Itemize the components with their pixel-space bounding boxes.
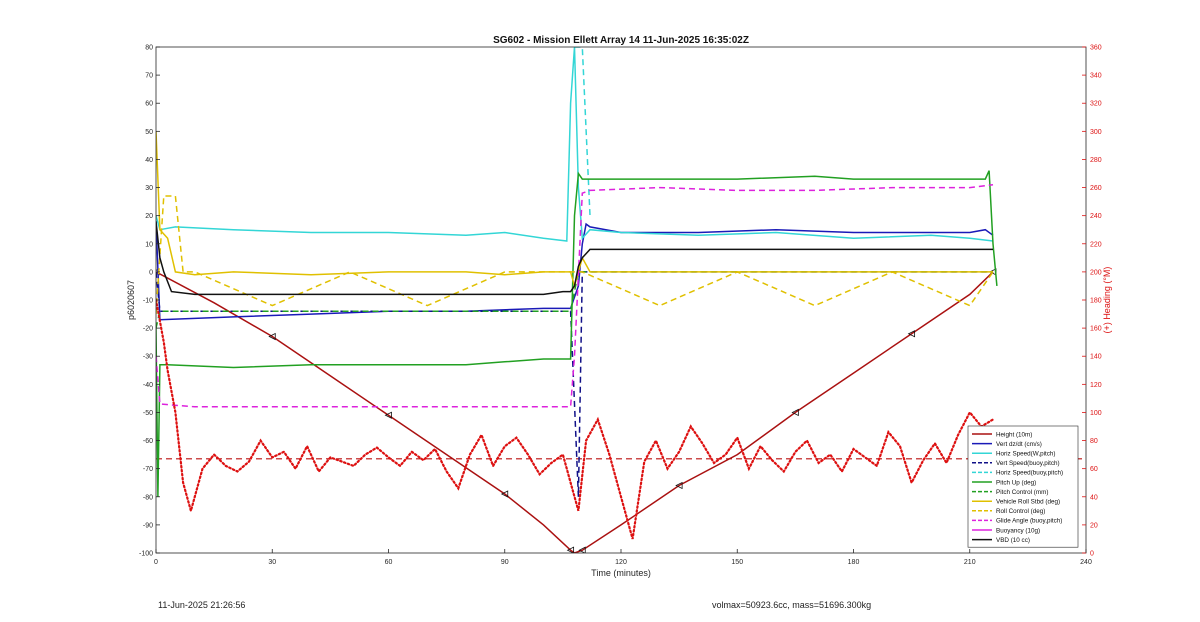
height-marker xyxy=(675,481,683,490)
y-right-tick-label: 340 xyxy=(1090,73,1102,80)
legend-entry: Horiz Speed(W,pitch) xyxy=(996,451,1056,458)
height-marker xyxy=(384,411,392,419)
series-line-3 xyxy=(156,271,993,497)
y-tick-label: 0 xyxy=(149,269,153,276)
legend-entry: Buoyancy (10g) xyxy=(996,527,1040,534)
y-right-tick-label: 60 xyxy=(1090,466,1098,473)
x-axis-label: Time (minutes) xyxy=(591,568,651,578)
legend-entry: Vert dz/dt (cm/s) xyxy=(996,441,1042,448)
y-right-tick-label: 140 xyxy=(1090,354,1102,361)
y-right-tick-label: 300 xyxy=(1090,129,1102,136)
y-tick-label: 20 xyxy=(145,213,153,220)
y-tick-label: -60 xyxy=(143,438,153,445)
series-line-11 xyxy=(156,221,993,296)
y-right-axis-label: (+) Heading (°M) xyxy=(1102,267,1112,334)
x-tick-label: 60 xyxy=(385,559,393,566)
y-tick-label: -30 xyxy=(143,354,153,361)
y-tick-label: -50 xyxy=(143,410,153,417)
x-tick-label: 180 xyxy=(848,559,860,566)
legend-entry: Roll Control (deg) xyxy=(996,508,1045,515)
y-tick-label: -90 xyxy=(143,522,153,529)
legend-entry: Vehicle Roll Stbd (deg) xyxy=(996,499,1060,506)
x-tick-label: 30 xyxy=(268,559,276,566)
legend-entry: Vert Speed(buoy,pitch) xyxy=(996,460,1060,467)
legend-entry: VBD (10 cc) xyxy=(996,537,1030,544)
series-line-0 xyxy=(156,271,994,553)
chart-title: SG602 - Mission Ellett Array 14 11-Jun-2… xyxy=(493,35,749,46)
height-marker xyxy=(500,490,509,498)
legend: Height (10m) Vert dz/dt (cm/s) Horiz Speed… xyxy=(967,425,1079,548)
y-tick-label: -10 xyxy=(143,298,153,305)
y-right-tick-label: 320 xyxy=(1090,101,1102,108)
y-right-tick-label: 240 xyxy=(1090,213,1102,220)
y-right-tick-label: 80 xyxy=(1090,438,1098,445)
y-right-tick-label: 180 xyxy=(1090,298,1102,305)
y-tick-label: 40 xyxy=(145,157,153,164)
y-right-tick-label: 120 xyxy=(1090,382,1102,389)
height-marker xyxy=(791,408,799,417)
y-tick-label: 30 xyxy=(145,185,153,192)
y-right-tick-label: 220 xyxy=(1090,241,1102,248)
y-right-tick-label: 160 xyxy=(1090,326,1102,333)
axes: 0 30 60 90 120 150 180 210 240-100-90-80-70-60-5… xyxy=(139,45,1102,567)
y-right-tick-label: 20 xyxy=(1090,522,1098,529)
height-marker xyxy=(578,546,586,553)
series-line-6 xyxy=(156,271,993,329)
x-tick-label: 0 xyxy=(154,559,158,566)
x-tick-label: 240 xyxy=(1080,559,1092,566)
legend-box xyxy=(967,425,1079,548)
legend-entry: Height (10m) xyxy=(996,431,1032,438)
y-tick-label: -80 xyxy=(143,494,153,501)
legend-entry: Pitch Control (mm) xyxy=(996,489,1048,496)
y-tick-label: -70 xyxy=(143,466,153,473)
y-right-tick-label: 0 xyxy=(1090,551,1094,558)
series-line-2 xyxy=(156,47,994,242)
y-tick-label: 70 xyxy=(145,73,153,80)
y-right-tick-label: 40 xyxy=(1090,494,1098,501)
series-line-8 xyxy=(156,195,994,315)
series-line-1 xyxy=(156,221,994,321)
legend-entry: Pitch Up (deg) xyxy=(996,479,1036,486)
y-tick-label: 10 xyxy=(145,241,153,248)
x-tick-label: 90 xyxy=(501,559,509,566)
y-tick-label: -40 xyxy=(143,382,153,389)
x-tick-label: 150 xyxy=(731,559,743,566)
series-line-9 xyxy=(156,183,994,408)
plot-frame xyxy=(155,46,1087,554)
y-right-tick-label: 100 xyxy=(1090,410,1102,417)
legend-entry: Glide Angle (buoy,pitch) xyxy=(996,518,1062,525)
height-marker xyxy=(566,546,575,553)
y-right-tick-label: 280 xyxy=(1090,157,1102,164)
height-marker xyxy=(268,332,276,341)
y-tick-label: 80 xyxy=(145,45,153,52)
y-tick-label: 50 xyxy=(145,129,153,136)
plot-series xyxy=(156,47,1086,553)
y-tick-label: 60 xyxy=(145,101,153,108)
y-right-tick-label: 200 xyxy=(1090,269,1102,276)
series-line-4 xyxy=(574,47,591,216)
y-axis-label: p6020607 xyxy=(126,280,136,320)
y-tick-label: -100 xyxy=(139,551,153,558)
series-line-5 xyxy=(156,170,998,497)
series-line-12 xyxy=(156,298,995,540)
x-tick-label: 210 xyxy=(964,559,976,566)
footer-timestamp: 11-Jun-2025 21:26:56 xyxy=(158,600,246,610)
height-marker xyxy=(907,330,916,338)
footer-volmax-mass: volmax=50923.6cc, mass=51696.300kg xyxy=(712,600,872,610)
x-tick-label: 120 xyxy=(615,559,627,566)
y-tick-label: -20 xyxy=(143,326,153,333)
y-right-tick-label: 360 xyxy=(1090,45,1102,52)
y-right-tick-label: 260 xyxy=(1090,185,1102,192)
legend-entry: Horiz Speed(buoy,pitch) xyxy=(996,470,1063,477)
